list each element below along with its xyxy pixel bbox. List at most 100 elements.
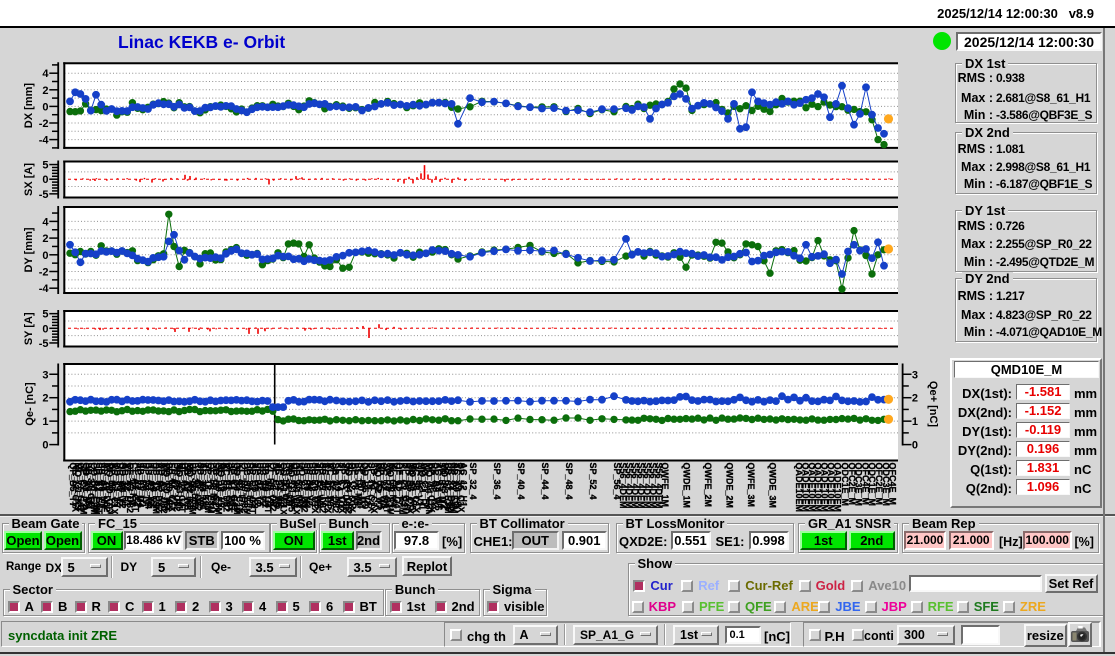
svg-text:QF_56_V2: QF_56_V2 [414,463,424,507]
svg-text:QADE10EM: QADE10EM [820,463,830,513]
svg-text:BP_B5_W5: BP_B5_W5 [375,463,385,511]
svg-text:MQ_78_E3M: MQ_78_E3M [386,463,396,516]
svg-text:SB_R0_H1: SB_R0_H1 [260,463,270,509]
svg-text:BP_B5_C1X: BP_B5_C1X [405,463,415,515]
svg-text:SP_C1_C1X: SP_C1_C1X [337,463,347,514]
svg-text:SP_52_4: SP_52_4 [588,463,598,500]
svg-text:QF_61_G4T: QF_61_G4T [224,463,234,514]
svg-text:SB_61_M4: SB_61_M4 [136,463,146,508]
svg-text:BP_C1_G4T: BP_C1_G4T [247,463,257,515]
svg-text:MQ_A3_H1: MQ_A3_H1 [175,463,185,511]
svg-text:DC_56_V2: DC_56_V2 [115,463,125,507]
svg-text:AC_B5_K9: AC_B5_K9 [250,463,260,509]
svg-text:-2: -2 [39,118,49,130]
svg-text:L1_34_D82: L1_34_D82 [190,463,200,510]
svg-text:QFC2E_M: QFC2E_M [874,463,884,506]
svg-text:SB_A2_V2: SB_A2_V2 [195,463,205,508]
svg-text:SP_32_4: SP_32_4 [468,463,478,500]
svg-text:KL_12_K9: KL_12_K9 [201,463,211,507]
svg-text:5: 5 [42,309,48,321]
svg-text:DC_12_T7: DC_12_T7 [255,463,265,507]
svg-text:SP_R0_M4: SP_R0_M4 [356,463,366,509]
svg-text:MQ_A2_T7: MQ_A2_T7 [373,463,383,510]
svg-text:QD_34_E3M: QD_34_E3M [232,463,242,515]
svg-text:MQ_A3_V2: MQ_A3_V2 [439,463,449,510]
svg-text:BP_C1_M4: BP_C1_M4 [143,463,153,510]
svg-text:QF_61_G4T: QF_61_G4T [76,463,86,514]
svg-text:DC_A4_V2: DC_A4_V2 [149,463,159,509]
svg-text:QD_56_E3M: QD_56_E3M [89,463,99,515]
svg-text:SP_78_C1X: SP_78_C1X [366,463,376,513]
svg-text:SP_A1_W5: SP_A1_W5 [227,463,237,510]
svg-text:L1_78_T7: L1_78_T7 [237,463,247,504]
svg-text:QDC1E_M: QDC1E_M [867,463,877,507]
svg-text:AC_56_W5: AC_56_W5 [312,463,322,510]
svg-text:SP_34_K9: SP_34_K9 [284,463,294,507]
svg-text:SB_56_C1X: SB_56_C1X [211,463,221,513]
svg-text:SP_61_C1X: SP_61_C1X [167,463,177,513]
svg-text:DY [mm]: DY [mm] [23,227,35,272]
svg-text:QADE10EM: QADE10EM [794,463,804,513]
svg-text:AC_34_D82: AC_34_D82 [102,463,112,513]
svg-text:SP_56_4: SP_56_4 [612,463,622,500]
svg-text:S56_4DEM: S56_4DEM [630,463,640,509]
svg-text:SP_12_W5: SP_12_W5 [315,463,325,509]
svg-text:QF_56_D82: QF_56_D82 [268,463,278,512]
svg-text:QF_61_W5: QF_61_W5 [289,463,299,509]
svg-text:SB_34_H1: SB_34_H1 [245,463,255,507]
svg-text:AC_C1_T7: AC_C1_T7 [420,463,430,508]
svg-text:Qe+ [nC]: Qe+ [nC] [927,381,939,427]
svg-text:KL_R0_H1: KL_R0_H1 [138,463,148,508]
svg-text:QADE10EM: QADE10EM [826,463,836,513]
svg-text:SP_R0_G4T: SP_R0_G4T [382,463,392,515]
svg-text:DC_56_C1X: DC_56_C1X [411,463,421,514]
svg-text:AC_A4_H1: AC_A4_H1 [452,463,462,509]
svg-text:SB_R0_W5: SB_R0_W5 [164,463,174,511]
svg-text:KL_A4_M4: KL_A4_M4 [334,463,344,509]
svg-text:QD_B5_K9: QD_B5_K9 [360,463,370,510]
svg-text:SB_61_E3M: SB_61_E3M [443,463,453,514]
svg-text:QF_A4_T7: QF_A4_T7 [180,463,190,508]
svg-text:QWDE_2M: QWDE_2M [725,463,735,509]
svg-text:KL_12_C1X: KL_12_C1X [71,463,81,513]
svg-text:AC_61_D82: AC_61_D82 [221,463,231,513]
svg-text:2: 2 [42,233,48,245]
svg-text:Qe- [nC]: Qe- [nC] [24,382,36,426]
svg-text:DC_12_E3M: DC_12_E3M [151,463,161,515]
svg-text:-4: -4 [39,283,50,295]
svg-text:KL_61_M4: KL_61_M4 [294,463,304,508]
svg-text:SP_48_4: SP_48_4 [564,463,574,500]
svg-text:DC_34_V2: DC_34_V2 [258,463,268,507]
svg-text:MQ_A4_E3M: MQ_A4_E3M [424,463,434,518]
svg-text:4: 4 [42,216,49,228]
svg-text:SP_44_4: SP_44_4 [540,463,550,500]
svg-text:-4: -4 [39,135,50,147]
svg-text:3: 3 [912,369,918,381]
svg-text:QD_A4_C1X: QD_A4_C1X [292,463,302,516]
svg-text:SP_R0_M4: SP_R0_M4 [302,463,312,509]
svg-text:SB_34_E3M: SB_34_E3M [450,463,460,514]
svg-text:QD_A1_V2: QD_A1_V2 [81,463,91,509]
svg-text:SP_36_4: SP_36_4 [492,463,502,500]
svg-text:S56_4DEM: S56_4DEM [618,463,628,509]
svg-text:SY [A]: SY [A] [23,312,35,345]
svg-text:0: 0 [42,101,48,113]
svg-text:QF_12_W5: QF_12_W5 [379,463,389,509]
svg-text:DC_B5_V2: DC_B5_V2 [430,463,440,509]
svg-text:S56_4DEM: S56_4DEM [642,463,652,509]
svg-text:0: 0 [42,174,48,186]
svg-text:AC_56_T7: AC_56_T7 [320,463,330,507]
svg-text:KL_C1_E3M: KL_C1_E3M [398,463,408,515]
svg-text:QWDE_1M: QWDE_1M [682,463,692,509]
svg-text:QADE10EM: QADE10EM [800,463,810,513]
svg-text:QWDE_3M: QWDE_3M [768,463,778,509]
svg-text:SB_A4_E3M: SB_A4_E3M [91,463,101,516]
svg-text:AC_A3_W5: AC_A3_W5 [433,463,443,511]
svg-text:L1_12_K9: L1_12_K9 [128,463,138,505]
svg-text:QF_A2_G4T: QF_A2_G4T [392,463,402,515]
svg-text:SB_A3_W5: SB_A3_W5 [182,463,192,511]
svg-text:AC_A1_D82: AC_A1_D82 [159,463,169,514]
svg-text:S56_4DEM: S56_4DEM [654,463,664,509]
svg-text:QDC3E_M: QDC3E_M [881,463,891,507]
svg-text:SP_C1_K9: SP_C1_K9 [271,463,281,508]
